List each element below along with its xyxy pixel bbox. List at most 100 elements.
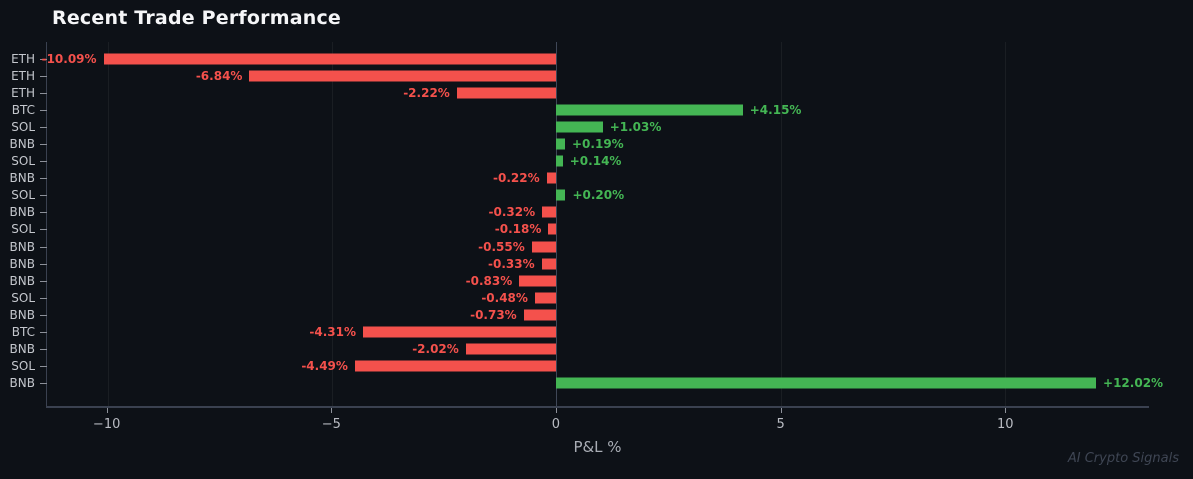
pnl-bar bbox=[556, 104, 743, 116]
bar-row: BNB +12.02% bbox=[10, 375, 1164, 392]
pnl-bar bbox=[249, 70, 557, 82]
pnl-bar bbox=[541, 258, 557, 270]
pnl-bar bbox=[556, 155, 563, 167]
bar-value-label: +12.02% bbox=[1103, 376, 1164, 391]
bar-value-label: -0.83% bbox=[465, 273, 513, 288]
y-tick-mark bbox=[40, 144, 47, 146]
y-tick-mark bbox=[40, 212, 47, 214]
pnl-bar bbox=[523, 309, 557, 321]
bar-row: BTC -4.31% bbox=[12, 324, 1149, 341]
plot-area: ETH -10.09% ETH -6.84% ETH -2.22% BTC +4.15% SOL… bbox=[10, 42, 1164, 408]
bar-row: SOL -0.18% bbox=[11, 221, 1149, 238]
pnl-bar bbox=[556, 189, 566, 201]
y-tick-mark bbox=[40, 297, 47, 299]
bar-value-label: -2.02% bbox=[412, 342, 459, 357]
y-tick-label: SOL bbox=[11, 359, 35, 374]
watermark: AI Crypto Signals bbox=[1067, 451, 1179, 466]
bar-row: SOL +0.20% bbox=[11, 187, 1149, 204]
x-tick-mark bbox=[331, 408, 333, 413]
y-tick-mark bbox=[40, 349, 47, 351]
y-tick-label: ETH bbox=[11, 85, 35, 100]
bar-row: BNB -0.22% bbox=[10, 170, 1149, 187]
y-tick-label: BNB bbox=[9, 205, 35, 220]
bar-value-label: -4.49% bbox=[301, 359, 348, 374]
bar-row: BNB -0.73% bbox=[10, 306, 1149, 323]
bar-row: ETH -2.22% bbox=[11, 84, 1149, 101]
pnl-bar bbox=[548, 223, 557, 235]
bar-value-label: +1.03% bbox=[609, 119, 662, 134]
bar-row: ETH -10.09% bbox=[11, 50, 1149, 67]
bar-value-label: -0.48% bbox=[481, 290, 528, 305]
x-tick-mark bbox=[1005, 408, 1007, 413]
y-tick-mark bbox=[40, 92, 47, 94]
bar-row: BNB -0.83% bbox=[10, 272, 1149, 289]
pnl-bar bbox=[519, 275, 557, 287]
chart-title: Recent Trade Performance bbox=[52, 7, 342, 29]
x-tick-mark bbox=[780, 408, 782, 413]
bar-value-label: -0.55% bbox=[478, 239, 525, 254]
bar-rows-container: ETH -10.09% ETH -6.84% ETH -2.22% BTC +4.15% SOL… bbox=[10, 42, 1164, 406]
y-tick-mark bbox=[40, 161, 47, 163]
bar-row: ETH -6.84% bbox=[11, 67, 1149, 84]
pnl-bar bbox=[531, 241, 557, 253]
y-tick-label: BNB bbox=[9, 171, 35, 186]
pnl-bar bbox=[534, 292, 557, 304]
y-tick-label: BNB bbox=[9, 256, 35, 271]
x-tick-label: 10 bbox=[996, 417, 1014, 432]
bar-value-label: -6.84% bbox=[195, 68, 243, 83]
x-axis: −10 −5 0 5 10 bbox=[46, 408, 1149, 442]
zero-line bbox=[556, 42, 558, 406]
y-tick-mark bbox=[40, 126, 47, 128]
x-tick-label: 5 bbox=[776, 417, 785, 432]
y-tick-label: SOL bbox=[11, 119, 35, 134]
gridline bbox=[107, 42, 109, 406]
bar-value-label: +0.14% bbox=[569, 154, 622, 169]
y-tick-mark bbox=[40, 366, 47, 368]
bar-value-label: +0.19% bbox=[572, 137, 624, 152]
bar-value-label: -0.73% bbox=[470, 307, 517, 322]
x-tick-mark bbox=[555, 408, 557, 413]
pnl-bar bbox=[556, 138, 565, 150]
y-tick-label: BNB bbox=[9, 342, 35, 357]
y-tick-label: BTC bbox=[11, 325, 35, 340]
y-tick-label: BNB bbox=[9, 239, 35, 254]
bar-row: BTC +4.15% bbox=[12, 101, 1149, 118]
bar-value-label: -4.31% bbox=[309, 325, 357, 340]
gridline bbox=[332, 42, 334, 406]
pnl-bar bbox=[556, 377, 1097, 389]
y-tick-mark bbox=[40, 332, 47, 334]
y-tick-mark bbox=[40, 383, 47, 385]
y-tick-label: BNB bbox=[9, 376, 35, 391]
bar-value-label: -0.18% bbox=[494, 222, 542, 237]
x-tick-label: −5 bbox=[321, 417, 341, 432]
bar-row: SOL -4.49% bbox=[11, 358, 1149, 375]
x-tick-label: −10 bbox=[92, 417, 121, 432]
pnl-bar bbox=[556, 121, 603, 133]
bar-value-label: -10.09% bbox=[41, 51, 97, 66]
y-tick-label: SOL bbox=[11, 290, 35, 305]
pnl-bar bbox=[363, 326, 557, 338]
y-tick-label: BNB bbox=[9, 307, 35, 322]
x-tick-label: 0 bbox=[551, 417, 561, 432]
bar-value-label: -2.22% bbox=[403, 85, 450, 100]
gridline bbox=[780, 42, 782, 406]
y-tick-label: ETH bbox=[11, 68, 35, 83]
y-tick-label: SOL bbox=[11, 154, 35, 169]
y-tick-label: BNB bbox=[9, 273, 35, 288]
y-tick-label: ETH bbox=[11, 51, 35, 66]
y-tick-mark bbox=[40, 178, 47, 180]
y-tick-mark bbox=[40, 314, 47, 316]
x-axis-label: P&L % bbox=[573, 438, 622, 456]
y-tick-label: BTC bbox=[11, 102, 35, 117]
bar-value-label: -0.32% bbox=[488, 205, 536, 220]
y-tick-mark bbox=[40, 109, 47, 111]
y-tick-label: SOL bbox=[11, 222, 35, 237]
bar-row: SOL +1.03% bbox=[11, 118, 1149, 135]
bar-row: SOL +0.14% bbox=[11, 153, 1149, 170]
y-tick-mark bbox=[40, 195, 47, 197]
bar-value-label: -0.33% bbox=[488, 256, 535, 271]
y-tick-label: BNB bbox=[9, 137, 35, 152]
pnl-bar bbox=[542, 206, 557, 218]
gridline bbox=[1005, 42, 1007, 406]
